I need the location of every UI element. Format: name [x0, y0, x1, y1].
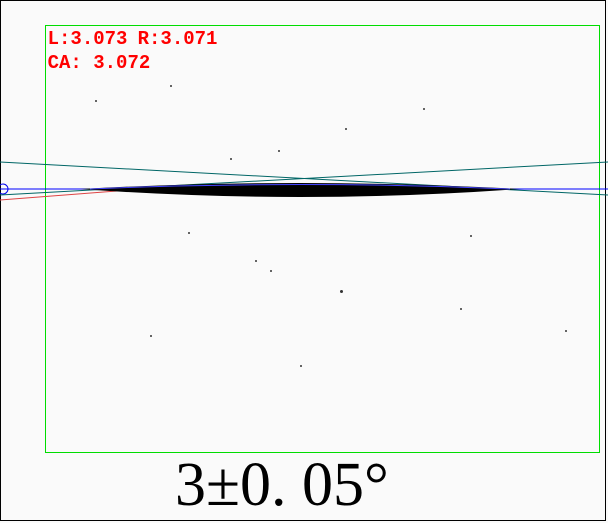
measurement-view: L:3.073 R:3.071 CA: 3.072 3±0. 05°	[0, 0, 608, 523]
contact-angle-value: 3.072	[93, 52, 150, 74]
contact-angle-label: CA:	[48, 52, 82, 74]
tolerance-spec: 3±0. 05°	[175, 450, 389, 521]
contact-angle-readout: CA: 3.072	[2, 30, 150, 96]
right-angle-value: 3.071	[160, 28, 217, 50]
